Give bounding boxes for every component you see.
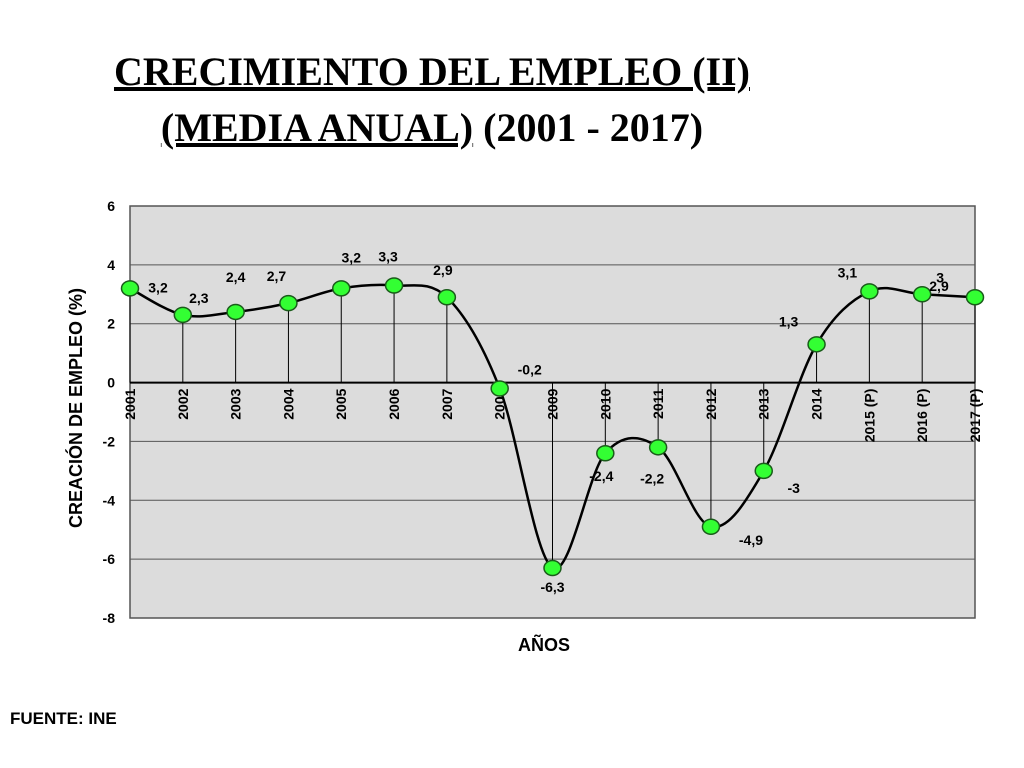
data-point [490, 380, 509, 397]
data-point [701, 518, 721, 536]
data-point [279, 294, 298, 312]
x-tick-label: 2013 [756, 388, 772, 419]
data-point [807, 336, 826, 353]
data-point [173, 306, 193, 324]
data-point [437, 288, 457, 306]
y-tick-label: -8 [103, 610, 116, 626]
data-point [965, 288, 985, 306]
data-label: -4,9 [739, 532, 763, 548]
y-axis-ticks: 6 4 2 0 -2 -4 -6 -8 [103, 198, 116, 626]
x-tick-label: 2017 (P) [967, 389, 983, 443]
data-label: 3 [936, 269, 944, 285]
x-tick-label: 2002 [175, 388, 191, 419]
data-label: -3 [788, 480, 801, 496]
x-tick-label: 2009 [545, 388, 561, 419]
y-tick-label: -6 [103, 551, 116, 567]
chart-subtitle: (MEDIA ANUAL) (2001 - 2017) [160, 105, 704, 150]
source-note: FUENTE: INE [10, 709, 117, 728]
y-tick-label: 6 [107, 198, 115, 214]
chart-title: CRECIMIENTO DEL EMPLEO (II) [113, 49, 750, 94]
data-label: -0,2 [518, 361, 542, 377]
data-point [226, 303, 245, 321]
data-point [860, 283, 879, 300]
x-tick-label: 2005 [333, 388, 349, 419]
y-tick-label: 2 [107, 316, 115, 332]
y-tick-label: 4 [107, 257, 115, 273]
y-axis-title: CREACIÓN DE EMPLEO (%) [65, 288, 86, 528]
x-tick-label: 2004 [280, 388, 296, 419]
data-point [596, 444, 615, 462]
y-tick-label: -4 [103, 492, 116, 508]
data-point [912, 286, 932, 303]
x-tick-label: 2012 [703, 388, 719, 419]
y-tick-label: 0 [107, 375, 115, 391]
x-axis-labels: 2001 2002 2003 2004 2005 2006 2007 2008 2009 2010… [122, 388, 983, 442]
x-tick-label: 2001 [122, 388, 138, 419]
data-label: 2,9 [929, 278, 949, 294]
data-label: 2,4 [226, 269, 246, 285]
grid-lines [130, 205, 975, 619]
x-axis-title: AÑOS [518, 634, 570, 655]
data-point [332, 280, 351, 297]
data-label: -2,4 [589, 468, 613, 484]
data-label: 3,2 [342, 249, 362, 265]
x-tick-label: 2007 [439, 388, 455, 419]
x-tick-label: 2006 [386, 388, 402, 419]
data-points [120, 277, 985, 577]
x-tick-label: 2010 [597, 388, 613, 419]
data-label: 2,3 [189, 290, 209, 306]
x-tick-label: 2003 [228, 388, 244, 419]
data-point [384, 277, 404, 294]
data-label: 2,9 [433, 262, 453, 278]
x-tick-label: 2008 [492, 388, 508, 419]
y-tick-label: -2 [103, 433, 116, 449]
data-label: -6,3 [540, 579, 564, 595]
data-point [754, 462, 773, 480]
data-label: 1,3 [779, 313, 799, 329]
data-label: 3,1 [838, 264, 858, 280]
drop-lines [129, 285, 976, 568]
x-tick-label: 2016 (P) [914, 389, 930, 443]
x-tick-label: 2015 (P) [861, 389, 877, 443]
x-tick-label: 2011 [650, 388, 666, 419]
data-point [543, 559, 562, 577]
data-labels: 3,2 2,3 2,4 2,7 3,2 3,3 2,9 -0,2 -6,3 -2,4 -2,2 -4,… [148, 248, 949, 595]
data-label: 2,7 [267, 268, 287, 284]
data-point [120, 280, 140, 297]
data-label: 3,3 [378, 248, 398, 264]
data-label: 3,2 [148, 279, 168, 295]
data-point [648, 439, 668, 456]
x-tick-label: 2014 [809, 388, 825, 419]
data-label: -2,2 [640, 470, 664, 486]
